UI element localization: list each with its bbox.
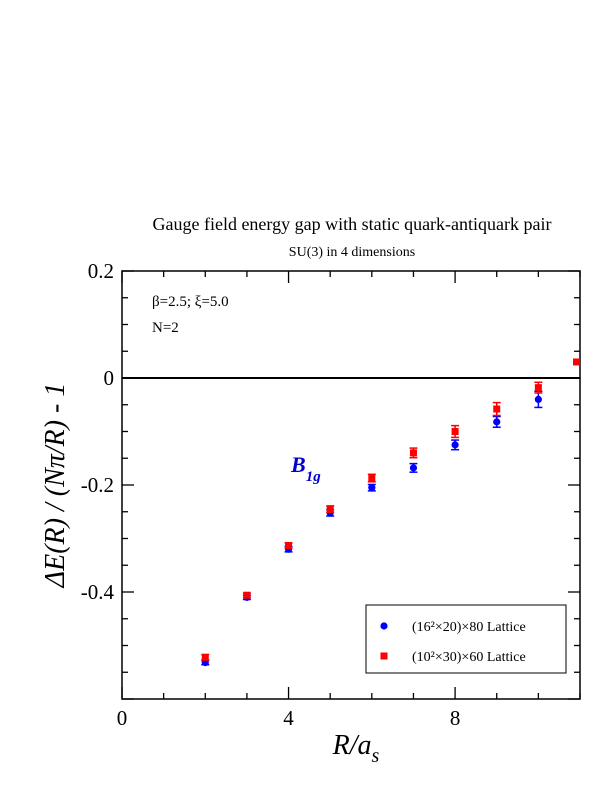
legend-label: (10²×30)×60 Lattice xyxy=(412,650,526,665)
legend-marker xyxy=(380,652,388,660)
data-point xyxy=(493,405,501,413)
y-tick-label: 0 xyxy=(104,366,115,390)
data-point xyxy=(451,428,459,435)
x-tick-label: 8 xyxy=(450,706,461,730)
y-tick-labels: 0.2 0 -0.2 -0.4 xyxy=(81,259,115,604)
chart-subtitle: SU(3) in 4 dimensions xyxy=(289,245,415,260)
legend-entries: (16²×20)×80 Lattice (10²×30)×60 Lattice xyxy=(380,620,526,665)
data-point xyxy=(534,395,542,403)
y-tick-label: -0.4 xyxy=(81,580,115,604)
data-point xyxy=(326,505,334,513)
legend-box xyxy=(365,604,567,674)
series-2 xyxy=(201,358,580,661)
x-tick-label: 0 xyxy=(117,706,128,730)
legend-label: (16²×20)×80 Lattice xyxy=(412,620,526,635)
data-point xyxy=(243,591,251,599)
data-point xyxy=(493,418,501,426)
x-axis-label-main: R/a xyxy=(332,730,372,761)
data-point xyxy=(285,541,293,549)
chart-title: Gauge field energy gap with static quark… xyxy=(152,214,551,234)
parameter-annotation: β=2.5; ξ=5.0 xyxy=(152,294,229,310)
data-point xyxy=(409,449,417,457)
x-tick-labels: 0 4 8 xyxy=(117,706,461,730)
data-marks xyxy=(201,358,580,667)
data-point xyxy=(451,441,459,449)
x-axis-label: R/as xyxy=(332,730,380,767)
legend: (16²×20)×80 Lattice (10²×30)×60 Lattice xyxy=(365,604,567,674)
data-point xyxy=(534,384,542,392)
n-annotation: N=2 xyxy=(152,320,179,336)
data-point xyxy=(573,358,580,366)
y-tick-label: 0.2 xyxy=(88,259,114,283)
data-point xyxy=(201,659,209,667)
x-axis-label-sub: s xyxy=(372,745,380,767)
legend-marker xyxy=(380,622,388,630)
state-label-main: B xyxy=(290,452,306,477)
y-tick-label: -0.2 xyxy=(81,473,114,497)
x-tick-label: 4 xyxy=(283,706,294,730)
data-point xyxy=(368,484,376,492)
data-point xyxy=(368,474,376,482)
y-axis-label: ΔE(R) / (Nπ/R) - 1 xyxy=(40,383,71,589)
axis-ticks xyxy=(121,270,581,700)
data-point xyxy=(201,653,209,661)
state-label-sub: 1g xyxy=(306,469,322,485)
state-label: B1g xyxy=(290,452,321,485)
data-point xyxy=(409,464,418,472)
